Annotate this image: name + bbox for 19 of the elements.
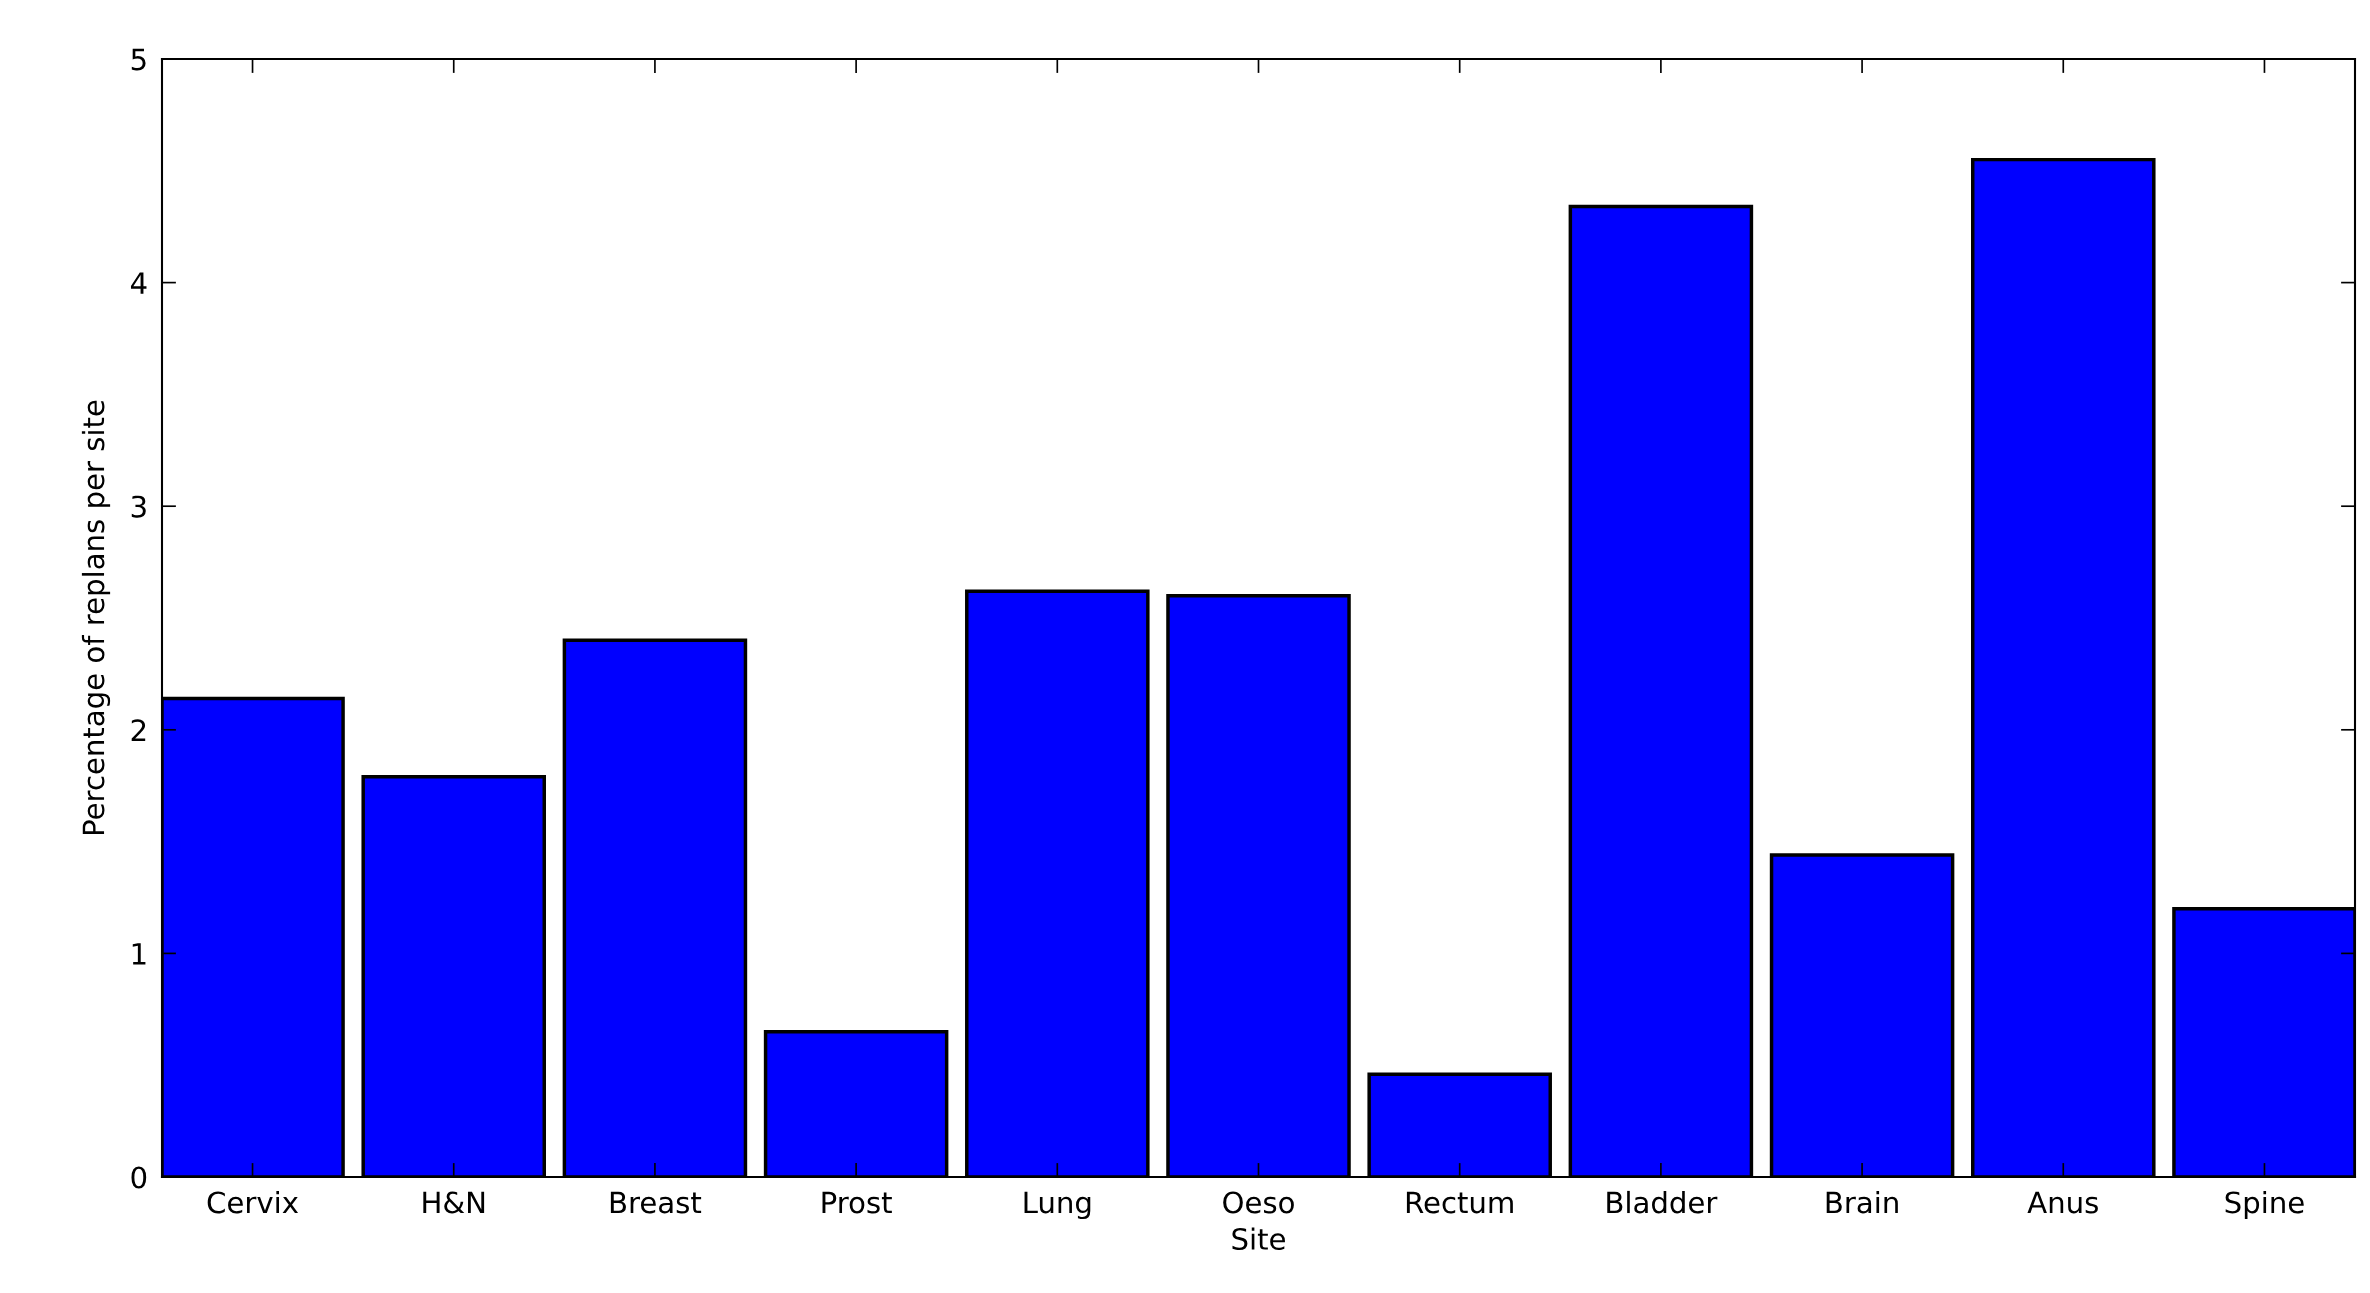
y-tick-label: 0 [131,1166,147,1189]
y-tick-label: 3 [131,495,146,518]
x-tick-label: Prost [822,1191,892,1214]
y-tick-label: 1 [132,943,146,965]
x-tick-label: Oeso [1223,1191,1294,1214]
x-tick-label: Rectum [1406,1191,1513,1214]
x-axis-title: Site [1232,1227,1285,1251]
x-tick-label: Cervix [207,1190,299,1214]
x-tick-label: Breast [610,1191,702,1214]
x-tick-label: Brain [1826,1190,1898,1214]
x-tick-label: H&N [423,1191,485,1214]
x-tick-label: Anus [2027,1191,2098,1214]
y-tick-label: 4 [130,272,147,294]
y-tick-label: 5 [131,48,146,71]
x-tick-label: Bladder [1607,1190,1718,1214]
y-tick-label: 2 [131,719,146,741]
y-axis-title: Percentage of replans per site [81,400,111,835]
x-tick-label: Lung [1024,1191,1091,1220]
x-tick-label: Spine [2225,1190,2304,1220]
